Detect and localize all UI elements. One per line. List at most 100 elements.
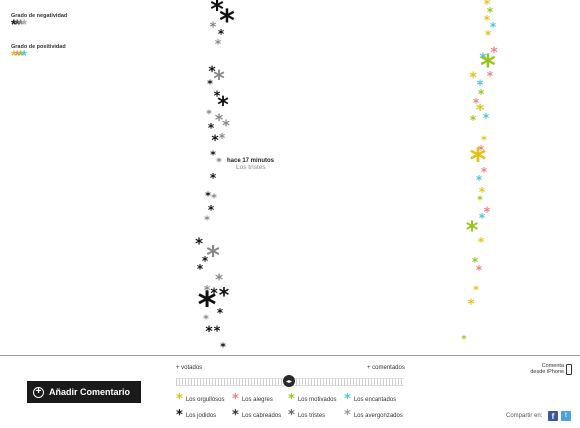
- comment-asterisk[interactable]: *: [207, 203, 215, 217]
- slider-handle[interactable]: ◂▸: [283, 375, 295, 387]
- darkgrey-asterisk-icon: *: [232, 408, 239, 423]
- comment-asterisk[interactable]: *: [213, 324, 221, 340]
- comment-asterisk[interactable]: *: [213, 89, 221, 105]
- comment-asterisk[interactable]: *: [214, 110, 224, 129]
- category-motivados[interactable]: * Los motivados: [288, 392, 337, 407]
- comment-asterisk[interactable]: *: [480, 49, 496, 84]
- comment-asterisk[interactable]: *: [214, 37, 222, 51]
- comment-asterisk[interactable]: *: [486, 5, 494, 19]
- comment-asterisk[interactable]: *: [461, 334, 467, 345]
- positivity-legend-title: Grado de positividad: [11, 44, 66, 50]
- comment-asterisk[interactable]: *: [475, 263, 483, 277]
- comment-asterisk[interactable]: *: [490, 45, 498, 61]
- comment-asterisk[interactable]: *: [477, 193, 483, 207]
- comment-asterisk[interactable]: *: [478, 185, 486, 199]
- comment-asterisk[interactable]: *: [483, 205, 491, 221]
- comment-asterisk[interactable]: *: [207, 77, 213, 91]
- comment-asterisk[interactable]: *: [218, 283, 230, 307]
- comment-asterisk[interactable]: *: [216, 155, 222, 169]
- category-tristes[interactable]: * Los tristes: [288, 408, 326, 423]
- arrows-icon: ◂▸: [285, 378, 293, 385]
- positivity-legend: Grado de positividad ****: [11, 44, 67, 62]
- comment-asterisk[interactable]: *: [216, 306, 224, 320]
- comment-asterisk[interactable]: *: [210, 0, 224, 25]
- legend: Grado de negatividad **** Grado de posit…: [11, 13, 67, 75]
- comment-asterisk[interactable]: *: [211, 133, 219, 149]
- comment-asterisk[interactable]: *: [480, 165, 488, 179]
- comment-asterisk[interactable]: *: [196, 262, 204, 276]
- category-orgullosos[interactable]: * Los orgullosos: [176, 392, 225, 407]
- comment-asterisk[interactable]: *: [197, 285, 217, 326]
- comment-asterisk[interactable]: *: [486, 69, 494, 83]
- comment-asterisk[interactable]: *: [475, 100, 485, 119]
- comment-asterisk[interactable]: *: [469, 113, 477, 127]
- negativity-asterisks: ****: [11, 16, 27, 32]
- comment-asterisk[interactable]: *: [467, 297, 475, 313]
- category-cabreados[interactable]: * Los cabreados: [232, 408, 282, 423]
- grey-asterisk-icon: *: [288, 408, 295, 423]
- slider-right-label: + comentados: [367, 365, 405, 371]
- comments-visualization: * * * * * * * * * * * * * * * * * * * * * * * * * * * * * * * * * * * * * * * *…: [195, 0, 498, 354]
- comment-asterisk[interactable]: *: [469, 70, 477, 86]
- comment-asterisk[interactable]: *: [209, 171, 217, 185]
- category-avergonzados[interactable]: * Los avergonzados: [344, 408, 403, 423]
- comment-asterisk[interactable]: *: [220, 340, 226, 354]
- yellow-asterisk-icon: *: [176, 392, 183, 407]
- facebook-icon[interactable]: f: [548, 411, 558, 421]
- comment-asterisk[interactable]: *: [211, 191, 217, 205]
- comment-asterisk[interactable]: *: [206, 107, 212, 121]
- comment-asterisk[interactable]: *: [217, 93, 229, 118]
- comment-asterisk[interactable]: *: [210, 286, 218, 302]
- comment-asterisk[interactable]: *: [477, 143, 485, 157]
- comment-asterisk[interactable]: *: [204, 213, 210, 227]
- comment-asterisk[interactable]: *: [206, 241, 220, 271]
- comment-asterisk[interactable]: *: [479, 51, 487, 67]
- comment-asterisk[interactable]: *: [482, 111, 490, 125]
- comment-asterisk[interactable]: *: [201, 254, 209, 268]
- comment-asterisk[interactable]: *: [203, 312, 209, 326]
- comment-asterisk[interactable]: *: [473, 283, 479, 297]
- comment-asterisk[interactable]: *: [208, 64, 216, 80]
- comment-asterisk[interactable]: *: [195, 234, 203, 253]
- comment-asterisk[interactable]: *: [477, 235, 485, 249]
- comment-asterisk[interactable]: *: [483, 13, 491, 27]
- comment-asterisk[interactable]: *: [205, 324, 213, 340]
- share-label: Compartir en:: [506, 413, 543, 419]
- positivity-asterisks: ****: [11, 47, 27, 63]
- comment-asterisk[interactable]: *: [476, 78, 484, 94]
- comment-asterisk[interactable]: *: [207, 121, 215, 135]
- comment-asterisk[interactable]: *: [217, 27, 225, 41]
- comment-asterisk[interactable]: *: [209, 20, 217, 36]
- comment-asterisk[interactable]: *: [472, 96, 480, 110]
- add-comment-button[interactable]: + Añadir Comentario: [27, 381, 141, 403]
- black-asterisk-icon: *: [176, 408, 183, 423]
- comment-asterisk[interactable]: *: [205, 189, 211, 203]
- comment-asterisk[interactable]: *: [219, 4, 235, 39]
- comment-asterisk[interactable]: *: [478, 211, 486, 225]
- comment-asterisk[interactable]: *: [213, 67, 225, 92]
- comment-asterisk[interactable]: *: [218, 131, 226, 145]
- category-encantados[interactable]: * Los encantados: [344, 392, 397, 407]
- comment-asterisk[interactable]: *: [222, 116, 230, 135]
- comment-asterisk[interactable]: *: [484, 28, 492, 42]
- comment-asterisk[interactable]: *: [481, 133, 487, 147]
- tooltip-time: hace 17 minutos: [227, 158, 275, 164]
- twitter-icon[interactable]: t: [561, 411, 571, 421]
- comment-asterisk[interactable]: *: [477, 87, 485, 101]
- iphone-link[interactable]: Comenta desde iPhone: [530, 363, 564, 375]
- comment-asterisk[interactable]: *: [475, 173, 483, 187]
- comment-asterisk[interactable]: *: [215, 270, 223, 289]
- add-comment-label: Añadir Comentario: [49, 387, 131, 397]
- comment-asterisk[interactable]: *: [471, 255, 479, 269]
- category-alegres[interactable]: * Los alegres: [232, 392, 273, 407]
- comment-asterisk[interactable]: *: [489, 20, 497, 34]
- comment-asterisk[interactable]: *: [483, 0, 491, 11]
- lightgrey-asterisk-icon: *: [344, 408, 351, 423]
- comment-asterisk[interactable]: *: [469, 141, 487, 179]
- comment-asterisk[interactable]: *: [465, 216, 479, 244]
- negativity-legend: Grado de negatividad ****: [11, 13, 67, 31]
- category-jodidos[interactable]: * Los jodidos: [176, 408, 217, 423]
- comment-asterisk[interactable]: *: [203, 283, 211, 297]
- iphone-icon[interactable]: [566, 364, 572, 375]
- comment-asterisk[interactable]: *: [210, 148, 216, 162]
